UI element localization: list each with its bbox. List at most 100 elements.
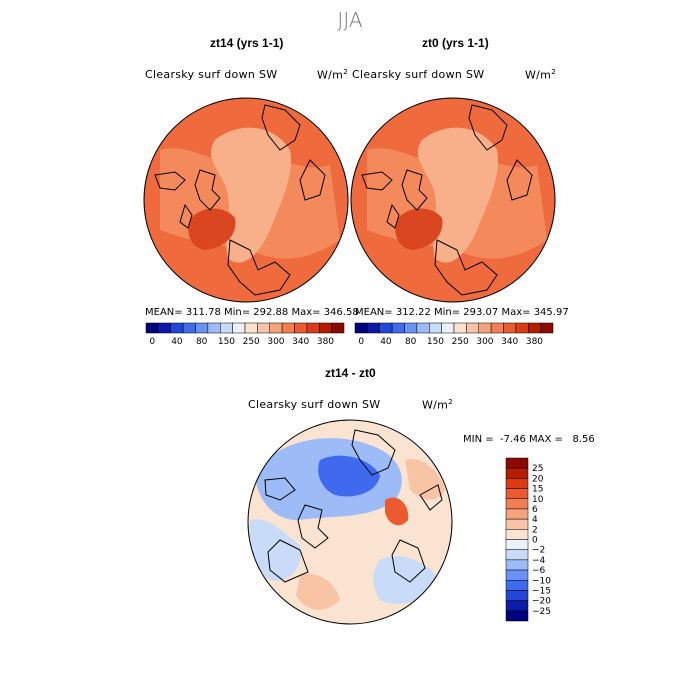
- panel2-title: zt0 (yrs 1-1): [422, 36, 489, 50]
- colorbar-diff-swatch: [505, 549, 529, 561]
- colorbar-zt0: 0 40 80 150 250 300 340 380: [354, 322, 554, 347]
- colorbar-diff-swatch: [505, 457, 529, 469]
- colorbar-diff-tick-label: −6: [532, 566, 546, 576]
- colorbar-diff-tick-label: −20: [532, 597, 551, 607]
- colorbar-zt0-swatch: [429, 322, 442, 334]
- panel1-units: W/m2: [317, 68, 348, 82]
- colorbar-zt14-swatch: [232, 322, 246, 334]
- colorbar-zt14-tick-label: 300: [267, 337, 284, 347]
- colorbar-zt0-swatch: [466, 322, 479, 334]
- colorbar-diff-swatch: [505, 559, 529, 571]
- colorbar-zt14-tick-label: 150: [218, 337, 235, 347]
- colorbar-diff-tick-label: −25: [532, 607, 551, 617]
- panel1-title: zt14 (yrs 1-1): [210, 36, 284, 50]
- colorbar-diff-tick-label: −4: [532, 556, 546, 566]
- colorbar-zt14-swatch: [269, 322, 283, 334]
- panel1-stats: MEAN= 311.78 Min= 292.88 Max= 346.58: [145, 307, 359, 318]
- colorbar-diff-swatch: [505, 488, 529, 499]
- colorbar-zt0-tick-label: 340: [501, 337, 518, 347]
- colorbar-zt0-swatch: [379, 322, 393, 334]
- colorbar-zt0-swatch: [503, 322, 517, 334]
- colorbar-zt0-tick-label: 380: [526, 337, 543, 347]
- colorbar-zt14-swatch: [306, 322, 320, 334]
- colorbar-zt0-swatch: [478, 322, 492, 334]
- panel1-variable: Clearsky surf down SW: [145, 68, 278, 81]
- colorbar-zt0-swatch: [354, 322, 368, 334]
- colorbar-diff-swatch: [505, 590, 529, 601]
- colorbar-diff-tick-label: 6: [532, 505, 538, 515]
- colorbar-diff-tick-label: 2: [532, 525, 538, 535]
- colorbar-zt14-tick-label: 0: [149, 337, 155, 347]
- colorbar-zt0-swatch: [404, 322, 418, 334]
- colorbar-diff-swatch: [505, 580, 529, 591]
- colorbar-zt14-swatch: [294, 322, 308, 334]
- colorbar-diff-swatch: [505, 467, 529, 479]
- colorbar-zt0-swatch: [453, 322, 467, 334]
- colorbar-zt0-tick-label: 250: [452, 337, 469, 347]
- colorbar-zt14: 0 40 80 150 250 300 340 380: [145, 322, 345, 347]
- colorbar-zt0-swatch: [515, 322, 529, 334]
- colorbar-diff-tick-label: 20: [532, 474, 544, 484]
- colorbar-diff-swatch: [505, 529, 529, 540]
- colorbar-zt14-swatch: [281, 322, 295, 334]
- map-zt0: [350, 97, 556, 303]
- colorbar-zt0-swatch: [441, 322, 455, 334]
- colorbar-diff-swatch: [505, 600, 529, 612]
- colorbar-diff-tick-label: 15: [532, 485, 543, 495]
- colorbar-zt14-tick-label: 40: [171, 337, 183, 347]
- colorbar-diff-tick-label: −15: [532, 586, 551, 596]
- diff-minmax: MIN = -7.46 MAX = 8.56: [463, 434, 595, 445]
- colorbar-zt0-swatch: [540, 322, 554, 334]
- colorbar-zt0-swatch: [416, 322, 430, 334]
- colorbar-zt14-swatch: [257, 322, 270, 334]
- colorbar-zt14-swatch: [195, 322, 209, 334]
- colorbar-zt0-tick-label: 0: [358, 337, 364, 347]
- colorbar-diff-swatch: [505, 610, 529, 622]
- colorbar-diff-tick-label: −10: [532, 576, 551, 586]
- colorbar-zt14-swatch: [220, 322, 233, 334]
- colorbar-zt14-tick-label: 380: [317, 337, 334, 347]
- diff-variable: Clearsky surf down SW: [248, 398, 381, 411]
- panel2-stats: MEAN= 312.22 Min= 293.07 Max= 345.97: [355, 307, 569, 318]
- colorbar-zt0-swatch: [528, 322, 541, 334]
- colorbar-diff-swatch: [505, 518, 529, 530]
- colorbar-diff-swatch: [505, 539, 529, 550]
- colorbar-zt14-swatch: [331, 322, 345, 334]
- colorbar-diff-swatch: [505, 478, 529, 489]
- panel2-units: W/m2: [525, 68, 556, 82]
- colorbar-diff-swatch: [505, 508, 529, 520]
- colorbar-diff-tick-label: 25: [532, 464, 543, 474]
- colorbar-zt0-tick-label: 40: [380, 337, 392, 347]
- colorbar-diff-tick-label: −2: [532, 546, 545, 556]
- diff-title: zt14 - zt0: [325, 366, 376, 380]
- colorbar-zt14-swatch: [244, 322, 258, 334]
- season-title: JJA: [337, 8, 363, 32]
- colorbar-zt14-swatch: [170, 322, 184, 334]
- colorbar-zt14-tick-label: 80: [196, 337, 208, 347]
- colorbar-zt14-swatch: [319, 322, 332, 334]
- colorbar-diff-swatch: [505, 498, 529, 510]
- colorbar-diff-tick-label: 0: [532, 536, 538, 546]
- colorbar-diff-tick-label: 4: [532, 515, 538, 525]
- colorbar-zt0-swatch: [490, 322, 504, 334]
- colorbar-zt0-tick-label: 80: [405, 337, 417, 347]
- colorbar-zt14-tick-label: 340: [292, 337, 309, 347]
- colorbar-zt0-swatch: [367, 322, 380, 334]
- colorbar-zt14-swatch: [207, 322, 221, 334]
- map-zt14: [143, 97, 349, 303]
- colorbar-zt0-swatch: [391, 322, 405, 334]
- panel2-variable: Clearsky surf down SW: [352, 68, 485, 81]
- colorbar-zt14-swatch: [182, 322, 196, 334]
- diff-units: W/m2: [422, 398, 453, 412]
- colorbar-zt0-tick-label: 150: [427, 337, 444, 347]
- colorbar-zt14-tick-label: 250: [243, 337, 260, 347]
- colorbar-zt14-swatch: [145, 322, 159, 334]
- colorbar-zt0-tick-label: 300: [476, 337, 493, 347]
- colorbar-diff-tick-label: 10: [532, 495, 544, 505]
- colorbar-zt14-swatch: [158, 322, 171, 334]
- colorbar-diff-swatch: [505, 569, 529, 581]
- map-diff: [247, 419, 453, 625]
